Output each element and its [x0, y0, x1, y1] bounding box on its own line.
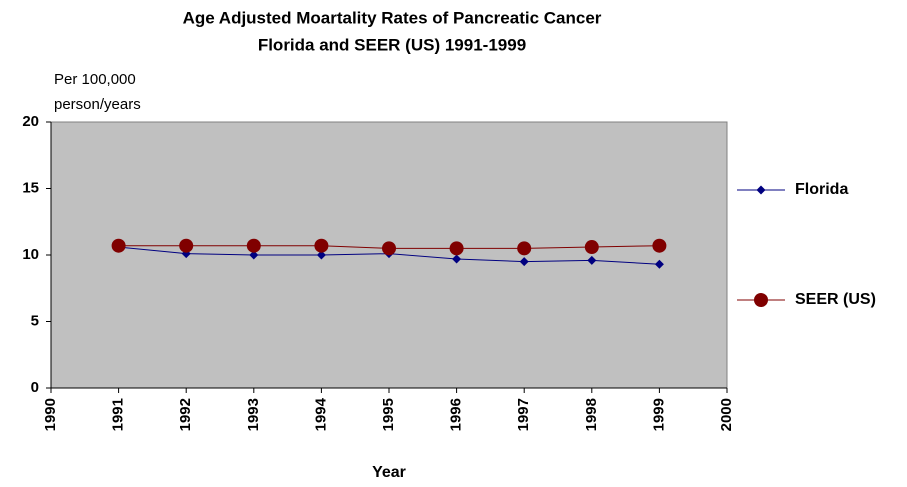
x-axis-label: Year [372, 464, 406, 481]
y-tick-label: 10 [22, 246, 39, 263]
data-point [249, 250, 259, 260]
y-axis-label: person/years [54, 96, 141, 113]
x-tick-label: 1992 [177, 398, 194, 431]
data-point [517, 241, 532, 256]
chart-title: Age Adjusted Moartality Rates of Pancrea… [183, 8, 602, 27]
x-tick-label: 1993 [245, 398, 262, 431]
data-point [452, 254, 462, 264]
y-tick-label: 20 [22, 113, 39, 130]
legend-marker [756, 185, 766, 195]
y-tick-label: 5 [31, 312, 39, 329]
chart-subtitle: Florida and SEER (US) 1991-1999 [258, 35, 526, 54]
legend-label: Florida [795, 181, 848, 198]
y-tick-label: 15 [22, 179, 39, 196]
data-point [449, 241, 464, 256]
data-point [584, 240, 599, 255]
data-point [179, 238, 194, 253]
legend-label: SEER (US) [795, 291, 876, 308]
data-point [587, 255, 597, 265]
legend-marker [754, 293, 768, 307]
x-tick-label: 1994 [312, 397, 329, 431]
data-point [519, 257, 529, 267]
x-tick-label: 1990 [42, 398, 59, 431]
x-tick-label: 2000 [718, 398, 735, 431]
y-tick-label: 0 [31, 379, 39, 396]
data-point [382, 241, 396, 256]
data-point [654, 259, 664, 269]
data-point [111, 238, 126, 253]
x-tick-label: 1999 [650, 398, 667, 431]
data-point [652, 238, 667, 253]
data-point [314, 238, 329, 253]
x-tick-label: 1997 [515, 398, 532, 431]
x-tick-label: 1998 [583, 398, 600, 431]
x-tick-label: 1991 [110, 398, 127, 431]
x-tick-label: 1995 [380, 398, 397, 431]
x-tick-label: 1996 [448, 398, 465, 431]
y-axis-label: Per 100,000 [54, 71, 136, 88]
data-point [246, 238, 261, 253]
data-point [316, 250, 326, 260]
